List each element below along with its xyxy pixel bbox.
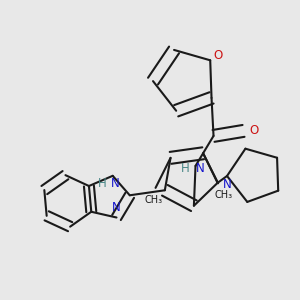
Text: CH₃: CH₃ [145, 195, 163, 205]
Text: N: N [111, 177, 120, 190]
Text: N: N [196, 162, 205, 176]
Text: N: N [223, 178, 232, 191]
Text: O: O [214, 49, 223, 62]
Text: CH₃: CH₃ [214, 190, 232, 200]
Text: H: H [98, 177, 107, 190]
Text: N: N [112, 201, 121, 214]
Text: O: O [249, 124, 258, 137]
Text: H: H [181, 162, 190, 176]
